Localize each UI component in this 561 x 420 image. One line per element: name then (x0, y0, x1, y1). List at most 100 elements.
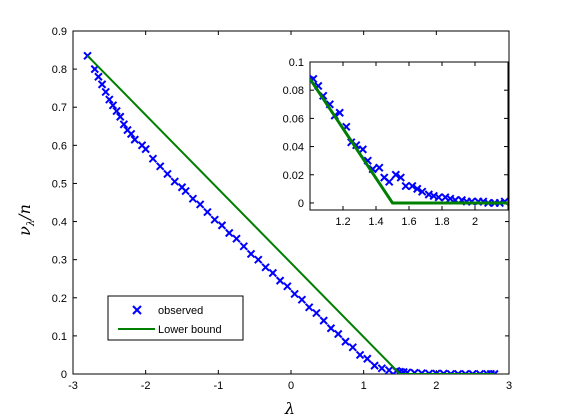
main-y-tick-label: 0.9 (52, 26, 67, 38)
main-lower-bound-line (86, 55, 495, 374)
main-y-tick-label: 0.4 (52, 217, 67, 229)
main-observed-point (268, 268, 278, 278)
main-observed-point (348, 343, 357, 352)
main-observed-point (355, 350, 365, 360)
inset-axes: 1.2 1.4 1.6 1.8 2 0 0.02 0.04 0.06 0.08 0.1 (283, 57, 509, 228)
main-observed-point (319, 316, 328, 325)
main-observed-point (101, 87, 110, 97)
inset-x-tick-label: 1.6 (401, 216, 416, 228)
inset-x-tick-label: 1.2 (335, 216, 350, 228)
inset-y-tick-label: 0.02 (283, 170, 304, 182)
main-observed-point (188, 194, 198, 203)
main-observed-point (461, 369, 470, 374)
main-observed-point (148, 154, 158, 163)
main-observed-point (130, 135, 139, 144)
main-observed-point (377, 364, 387, 373)
main-observed-point (403, 368, 412, 374)
inset-observed-point (358, 145, 368, 154)
main-y-tick-label: 0.8 (52, 64, 67, 76)
main-observed-point (181, 186, 190, 196)
inset-observed-point (408, 181, 417, 191)
main-x-tick-label: -3 (68, 380, 78, 392)
legend-marker-observed (132, 305, 142, 315)
inset-y-tick-label: 0.08 (283, 85, 304, 97)
main-y-tick-label: 0.7 (52, 102, 67, 114)
inset-x-tick-label: 1.4 (368, 216, 383, 228)
main-observed-point (334, 329, 343, 339)
main-observed-point (163, 169, 172, 179)
main-observed-point (275, 276, 285, 285)
main-observed-point (490, 369, 499, 374)
inset-observed-point (396, 173, 405, 182)
main-observed-point (116, 112, 125, 121)
main-observed-point (112, 106, 121, 116)
main-observed-point (341, 337, 350, 346)
main-observed-point (119, 120, 129, 129)
inset-x-tick-label: 2 (472, 216, 478, 228)
inset-observed-point (401, 181, 410, 191)
legend: observed Lower bound (107, 295, 244, 341)
main-observed-point (155, 162, 165, 171)
inset-plot-area (309, 61, 509, 211)
main-observed-point (395, 367, 405, 374)
main-observed-point (475, 369, 485, 374)
main-x-tick-label: -2 (141, 380, 151, 392)
main-observed-point (141, 144, 150, 154)
inset-observed-point (434, 193, 443, 202)
main-observed-point (446, 369, 456, 374)
main-x-tick-label: -1 (213, 380, 223, 392)
main-observed-point (297, 295, 307, 304)
legend-label-observed: observed (158, 305, 203, 317)
main-y-tick-label: 0.5 (52, 178, 67, 190)
main-observed-point (283, 282, 292, 291)
main-observed-point (304, 303, 314, 312)
main-observed-point (410, 368, 419, 374)
main-observed-point (195, 200, 205, 209)
main-observed-point (261, 263, 270, 272)
main-observed-point (246, 249, 256, 259)
main-x-tick-label: 0 (288, 380, 294, 392)
inset-y-tick-label: 0.1 (289, 57, 304, 69)
main-observed-point (399, 367, 408, 374)
main-y-tick-label: 0.2 (52, 293, 67, 305)
inset-y-tick-label: 0.06 (283, 113, 304, 125)
main-y-tick-label: 0.1 (52, 331, 67, 343)
inset-y-tick-label: 0 (298, 198, 304, 210)
y-axis-label: νλ/n (15, 204, 37, 236)
inset-observed-point (391, 170, 401, 179)
main-observed-point (94, 72, 103, 81)
inset-observed-point (413, 184, 422, 194)
main-y-tick-label: 0.3 (52, 255, 67, 267)
main-observed-point (126, 129, 136, 139)
main-observed-point (108, 101, 118, 110)
main-observed-point (217, 221, 227, 230)
inset-observed-point (384, 177, 394, 187)
inset-x-tick-label: 1.8 (434, 216, 449, 228)
main-observed-point (453, 369, 463, 374)
main-observed-point (203, 207, 212, 217)
main-observed-point (312, 308, 321, 318)
main-y-tick-label: 0 (61, 369, 67, 381)
inset-series-group (310, 74, 508, 208)
main-observed-point (468, 369, 477, 374)
inset-y-tick-label: 0.04 (283, 142, 304, 154)
main-x-tick-label: 2 (433, 380, 439, 392)
main-observed-point (363, 354, 372, 363)
main-observed-point (254, 255, 263, 264)
main-x-tick-label: 3 (506, 380, 512, 392)
main-observed-point (239, 242, 248, 251)
inset-observed-point (335, 108, 344, 117)
x-axis-label: λ (284, 399, 295, 418)
main-observed-point (105, 95, 114, 104)
main-observed-point (225, 228, 234, 238)
legend-label-lower-bound: Lower bound (158, 324, 222, 336)
main-observed-point (210, 215, 219, 224)
legend-box (107, 295, 244, 341)
main-x-tick-label: 1 (361, 380, 367, 392)
main-observed-point (326, 324, 336, 333)
main-observed-point (384, 365, 394, 374)
main-observed-point (290, 289, 299, 299)
main-series-group (83, 51, 499, 374)
inset-lower-bound-line (310, 78, 508, 205)
